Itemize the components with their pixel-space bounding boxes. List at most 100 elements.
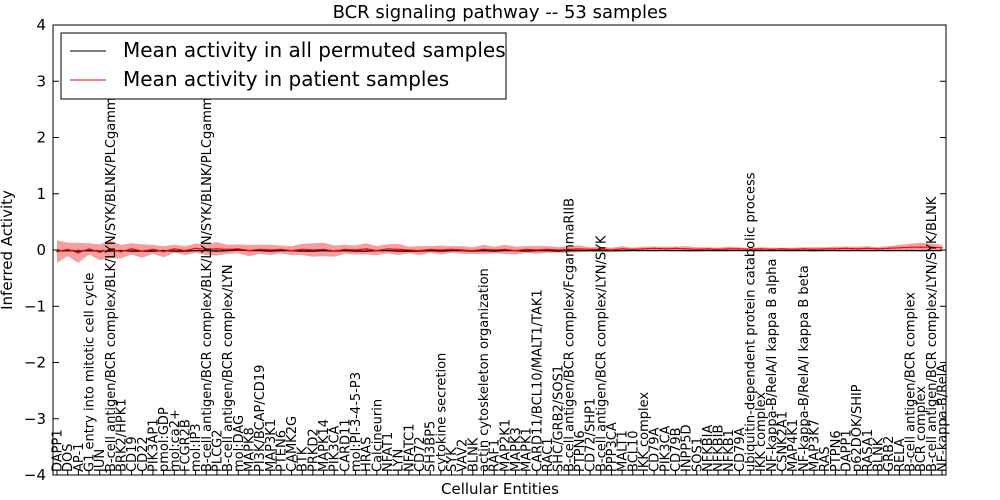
x-tick-label: actin cytoskeleton organization xyxy=(477,268,492,472)
x-tick-label: Calcineurin xyxy=(370,399,385,472)
x-tick-label: PIK3AP1 xyxy=(146,419,161,472)
patient-point xyxy=(226,248,229,251)
x-tick-label: MAPK8 xyxy=(242,427,257,472)
legend: Mean activity in all permuted samples Me… xyxy=(60,32,507,100)
patient-point xyxy=(152,248,154,251)
x-tick-label: DAPP1 xyxy=(840,429,855,472)
patient-point xyxy=(173,248,176,250)
x-tick-label: B-cell antigen/BCR complex xyxy=(904,292,919,472)
x-tick-label: SHC/GRB2/SOS1 xyxy=(552,365,567,472)
patient-point xyxy=(365,248,368,250)
x-tick-label: CARD11 xyxy=(338,418,353,472)
patient-point xyxy=(130,248,133,250)
x-tick-label: NF-kappa-B/RelA xyxy=(936,364,951,472)
patient-point xyxy=(930,246,933,248)
patient-point xyxy=(482,248,485,251)
x-tick-label: DAPP1 xyxy=(51,429,66,472)
patient-point xyxy=(322,248,325,251)
patient-point xyxy=(386,248,389,250)
y-axis-label: Inferred Activity xyxy=(0,190,16,310)
patient-point xyxy=(237,248,240,250)
patient-point xyxy=(290,249,293,252)
x-tick-label: BLNK xyxy=(466,437,481,472)
plot-area xyxy=(53,240,946,263)
x-tick-label: MAPK1 xyxy=(520,427,535,472)
y-tick-label: −3 xyxy=(24,410,46,428)
x-tick-label: NFKBIA xyxy=(701,425,716,472)
x-tick-label: RAF1 xyxy=(488,439,503,472)
x-tick-label: NFKB1 xyxy=(722,429,737,472)
patient-point xyxy=(791,248,794,251)
patient-point xyxy=(376,249,378,252)
patient-point xyxy=(663,248,666,250)
y-tick-label: −2 xyxy=(24,354,46,372)
patient-point xyxy=(77,252,80,254)
patient-point xyxy=(813,248,815,251)
patient-point xyxy=(706,248,709,250)
patient-point xyxy=(162,250,165,253)
legend-box xyxy=(60,32,507,100)
x-tick-label: NF-kappa-B/RelA/I kappa B beta xyxy=(797,265,812,472)
x-tick-label: VAV2 xyxy=(456,439,471,472)
x-tick-label: NFATC1 xyxy=(402,424,417,472)
patient-point xyxy=(280,248,282,251)
patient-point xyxy=(599,248,602,251)
x-tick-label: MAPK3 xyxy=(509,427,524,472)
patient-point xyxy=(472,249,474,252)
x-tick-label: PLCG2 xyxy=(210,429,225,472)
x-tick-label: B-cell antigen/BCR complex/LYN xyxy=(221,265,236,472)
x-tick-label: HRAS xyxy=(360,437,375,472)
x-tick-label: IKK complex xyxy=(637,392,652,472)
x-tick-label: CSNK2A1 xyxy=(776,411,791,472)
x-tick-label: PTPN6 xyxy=(829,430,844,472)
patient-point xyxy=(333,250,336,252)
x-tick-label: PIK3CA xyxy=(658,425,673,472)
x-tick-label: mol:DAG xyxy=(232,415,247,472)
patient-point xyxy=(269,249,272,251)
x-tick-label: mol:PI-3-4-5-P3 xyxy=(349,372,364,472)
patient-point xyxy=(418,249,421,252)
x-tick-label: RAS xyxy=(818,446,833,472)
x-tick-label: NF-kappa-B/RelA/I kappa B alpha xyxy=(765,259,780,472)
patient-point xyxy=(770,248,773,251)
patient-point xyxy=(674,247,677,250)
x-tick-label: RASA1 xyxy=(861,429,876,472)
y-tick-label: 4 xyxy=(36,16,46,34)
patient-point xyxy=(301,248,304,251)
x-tick-label: SH3BP5 xyxy=(424,421,439,472)
legend-label-permuted: Mean activity in all permuted samples xyxy=(123,38,506,62)
patient-point xyxy=(631,248,634,251)
x-tick-label: DOS xyxy=(61,444,76,473)
x-tick-label: CARD11/BCL10/MALT1/TAK1 xyxy=(530,289,545,472)
x-tick-label: PRKD2 xyxy=(306,428,321,472)
x-tick-label: G1 entry into mitotic cell cycle xyxy=(82,273,97,472)
patient-point xyxy=(66,248,69,251)
patient-point xyxy=(184,249,186,252)
patient-point xyxy=(450,248,453,251)
patient-point xyxy=(493,249,495,251)
patient-point xyxy=(749,248,751,251)
patient-point xyxy=(258,248,261,251)
patient-point xyxy=(877,248,879,250)
patient-point xyxy=(504,248,506,251)
patient-point xyxy=(898,246,901,249)
patient-point xyxy=(866,247,869,250)
patient-point xyxy=(781,248,783,250)
patient-point xyxy=(354,249,357,251)
x-tick-label: RELA xyxy=(893,438,908,472)
patient-point xyxy=(216,248,218,250)
x-tick-label: INPP5D xyxy=(680,424,695,472)
patient-point xyxy=(941,246,943,249)
x-tick-label: SYK xyxy=(445,447,460,472)
patient-point xyxy=(536,249,538,251)
x-tick-label: JUN xyxy=(93,449,108,473)
y-axis: −4 −3 −2 −1 0 1 2 3 4 xyxy=(24,16,946,484)
patient-point xyxy=(461,249,463,251)
patient-point xyxy=(717,248,719,251)
x-tick-label: MAP3K7 xyxy=(808,419,823,472)
x-tick-label: CD72 xyxy=(413,436,428,472)
x-tick-label: B-cell antigen/BCR complex/LYN/SYK/BLNK xyxy=(925,196,940,472)
x-tick-label: MALT1 xyxy=(616,430,631,472)
patient-point xyxy=(312,249,314,251)
patient-point xyxy=(578,248,581,250)
